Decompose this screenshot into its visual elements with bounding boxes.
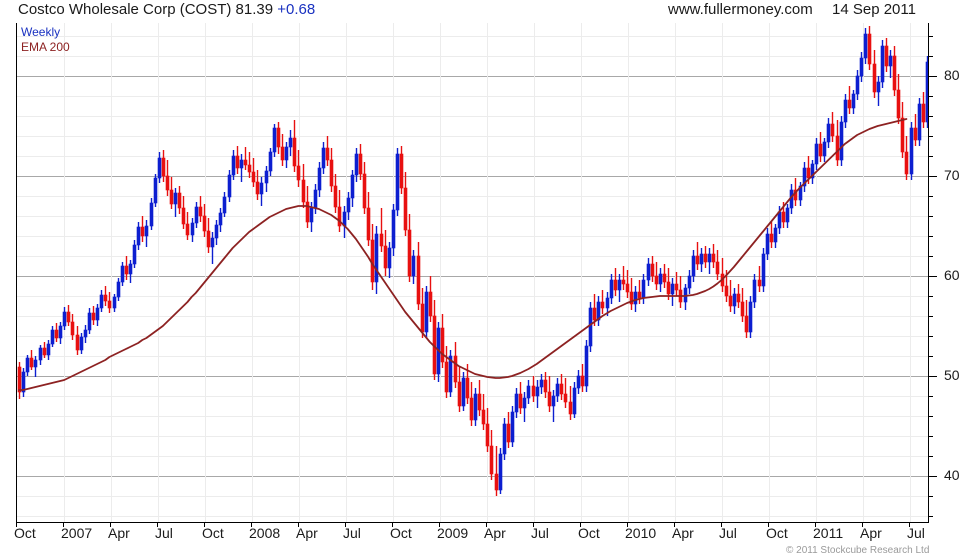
- x-axis-tick-label: 2011: [813, 525, 844, 541]
- x-axis-tick-label: Apr: [672, 525, 694, 541]
- y-axis-labels: 40 50 60 70 80: [928, 0, 980, 560]
- x-axis-tick-label: Jul: [907, 525, 925, 541]
- x-axis-tick-label: Oct: [390, 525, 412, 541]
- x-axis-tick-label: 2007: [61, 525, 93, 541]
- x-axis-tick-label: Oct: [766, 525, 788, 541]
- x-axis-tick-label: 2009: [437, 525, 469, 541]
- x-axis-tick-label: Apr: [860, 525, 882, 541]
- x-axis-tick-label: Oct: [14, 525, 36, 541]
- y-axis-tick-label: 50: [944, 367, 960, 383]
- instrument-title: Costco Wholesale Corp (COST) 81.39 +0.68: [18, 1, 315, 18]
- y-axis-tick-label: 60: [944, 267, 960, 283]
- x-axis-tick-label: Jul: [531, 525, 549, 541]
- x-axis-tick-label: Apr: [484, 525, 506, 541]
- x-axis-tick-label: Oct: [578, 525, 600, 541]
- y-axis-tick-label: 40: [944, 467, 960, 483]
- as-of-date: 14 Sep 2011: [832, 1, 916, 18]
- x-axis-tick-label: Jul: [343, 525, 361, 541]
- copyright-notice: © 2011 Stockcube Research Ltd: [786, 545, 930, 556]
- x-axis-tick-label: Apr: [296, 525, 318, 541]
- x-axis-tick-label: 2008: [249, 525, 281, 541]
- x-axis-tick-label: 2010: [625, 525, 657, 541]
- price-chart-canvas: [17, 23, 929, 522]
- y-axis-tick-label: 70: [944, 167, 960, 183]
- x-axis-tick-label: Oct: [202, 525, 224, 541]
- x-axis-tick-label: Jul: [719, 525, 737, 541]
- x-axis-tick-label: Jul: [155, 525, 173, 541]
- chart-plot-area: Weekly EMA 200: [16, 23, 929, 523]
- website-label: www.fullermoney.com: [668, 1, 813, 18]
- right-axis-line: [928, 23, 929, 523]
- chart-header: Costco Wholesale Corp (COST) 81.39 +0.68…: [0, 0, 980, 22]
- y-axis-tick-label: 80: [944, 67, 960, 83]
- instrument-title-text: Costco Wholesale Corp (COST) 81.39: [18, 1, 274, 18]
- x-axis-tick-label: Apr: [108, 525, 130, 541]
- price-change: +0.68: [277, 1, 316, 18]
